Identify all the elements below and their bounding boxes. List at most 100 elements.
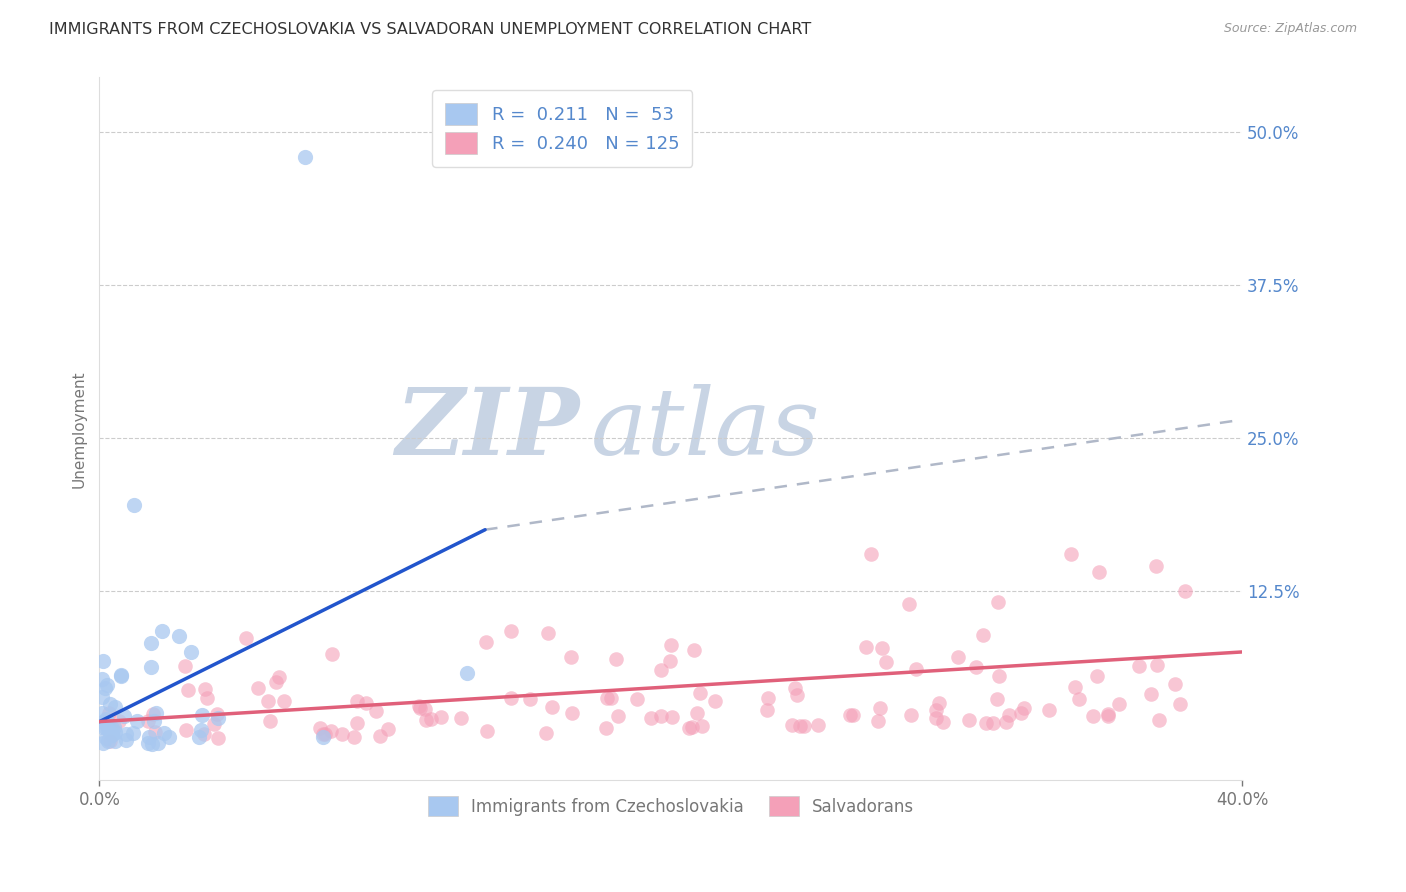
Point [103, 720, 125, 734]
Point [965, 660, 987, 674]
Point [1144, 559, 1167, 574]
Point [176, 723, 198, 737]
Point [972, 627, 994, 641]
Point [689, 685, 711, 699]
Point [157, 730, 180, 744]
Point [122, 498, 145, 512]
Point [312, 726, 335, 740]
Point [91, 672, 114, 686]
Point [139, 636, 162, 650]
Point [659, 639, 682, 653]
Point [897, 597, 920, 611]
Point [142, 714, 165, 729]
Point [456, 666, 478, 681]
Point [174, 658, 197, 673]
Point [115, 733, 138, 747]
Text: atlas: atlas [591, 384, 820, 474]
Point [330, 727, 353, 741]
Point [499, 691, 522, 706]
Point [785, 681, 807, 696]
Point [169, 629, 191, 643]
Text: Source: ZipAtlas.com: Source: ZipAtlas.com [1223, 22, 1357, 36]
Point [408, 699, 430, 714]
Point [932, 715, 955, 730]
Point [100, 697, 122, 711]
Point [321, 647, 343, 661]
Point [1060, 547, 1083, 561]
Point [475, 635, 498, 649]
Point [1085, 669, 1108, 683]
Point [98, 724, 121, 739]
Point [429, 710, 451, 724]
Point [207, 731, 229, 746]
Point [138, 730, 160, 744]
Point [925, 711, 948, 725]
Point [96, 722, 118, 736]
Point [97, 715, 120, 730]
Point [141, 737, 163, 751]
Point [93, 736, 115, 750]
Point [308, 722, 330, 736]
Point [247, 681, 270, 695]
Point [420, 712, 443, 726]
Point [1139, 687, 1161, 701]
Point [450, 711, 472, 725]
Point [145, 706, 167, 720]
Point [986, 691, 1008, 706]
Point [91, 706, 114, 720]
Point [193, 727, 215, 741]
Point [1083, 709, 1105, 723]
Point [1010, 706, 1032, 720]
Point [346, 693, 368, 707]
Point [1128, 659, 1150, 673]
Point [177, 682, 200, 697]
Point [1168, 697, 1191, 711]
Point [475, 724, 498, 739]
Point [692, 718, 714, 732]
Point [101, 721, 124, 735]
Point [346, 715, 368, 730]
Point [235, 631, 257, 645]
Point [115, 727, 138, 741]
Point [995, 715, 1018, 730]
Point [314, 727, 336, 741]
Point [755, 703, 778, 717]
Point [100, 727, 122, 741]
Point [354, 696, 377, 710]
Point [682, 643, 704, 657]
Point [377, 722, 399, 736]
Point [987, 669, 1010, 683]
Point [1174, 583, 1197, 598]
Point [534, 726, 557, 740]
Point [859, 547, 882, 561]
Point [343, 730, 366, 744]
Point [98, 734, 121, 748]
Point [872, 640, 894, 655]
Point [842, 708, 865, 723]
Point [148, 736, 170, 750]
Point [1067, 692, 1090, 706]
Point [202, 717, 225, 731]
Point [110, 668, 132, 682]
Point [273, 694, 295, 708]
Point [108, 714, 131, 729]
Legend: Immigrants from Czechoslovakia, Salvadorans: Immigrants from Czechoslovakia, Salvador… [419, 788, 922, 825]
Point [786, 688, 808, 702]
Point [869, 700, 891, 714]
Point [661, 709, 683, 723]
Point [143, 724, 166, 739]
Point [101, 728, 124, 742]
Point [626, 692, 648, 706]
Point [900, 708, 922, 723]
Point [998, 708, 1021, 723]
Point [855, 640, 877, 654]
Point [1038, 702, 1060, 716]
Point [413, 701, 436, 715]
Point [257, 694, 280, 708]
Point [125, 714, 148, 728]
Point [104, 733, 127, 747]
Point [153, 726, 176, 740]
Point [605, 652, 627, 666]
Point [499, 624, 522, 639]
Point [415, 713, 437, 727]
